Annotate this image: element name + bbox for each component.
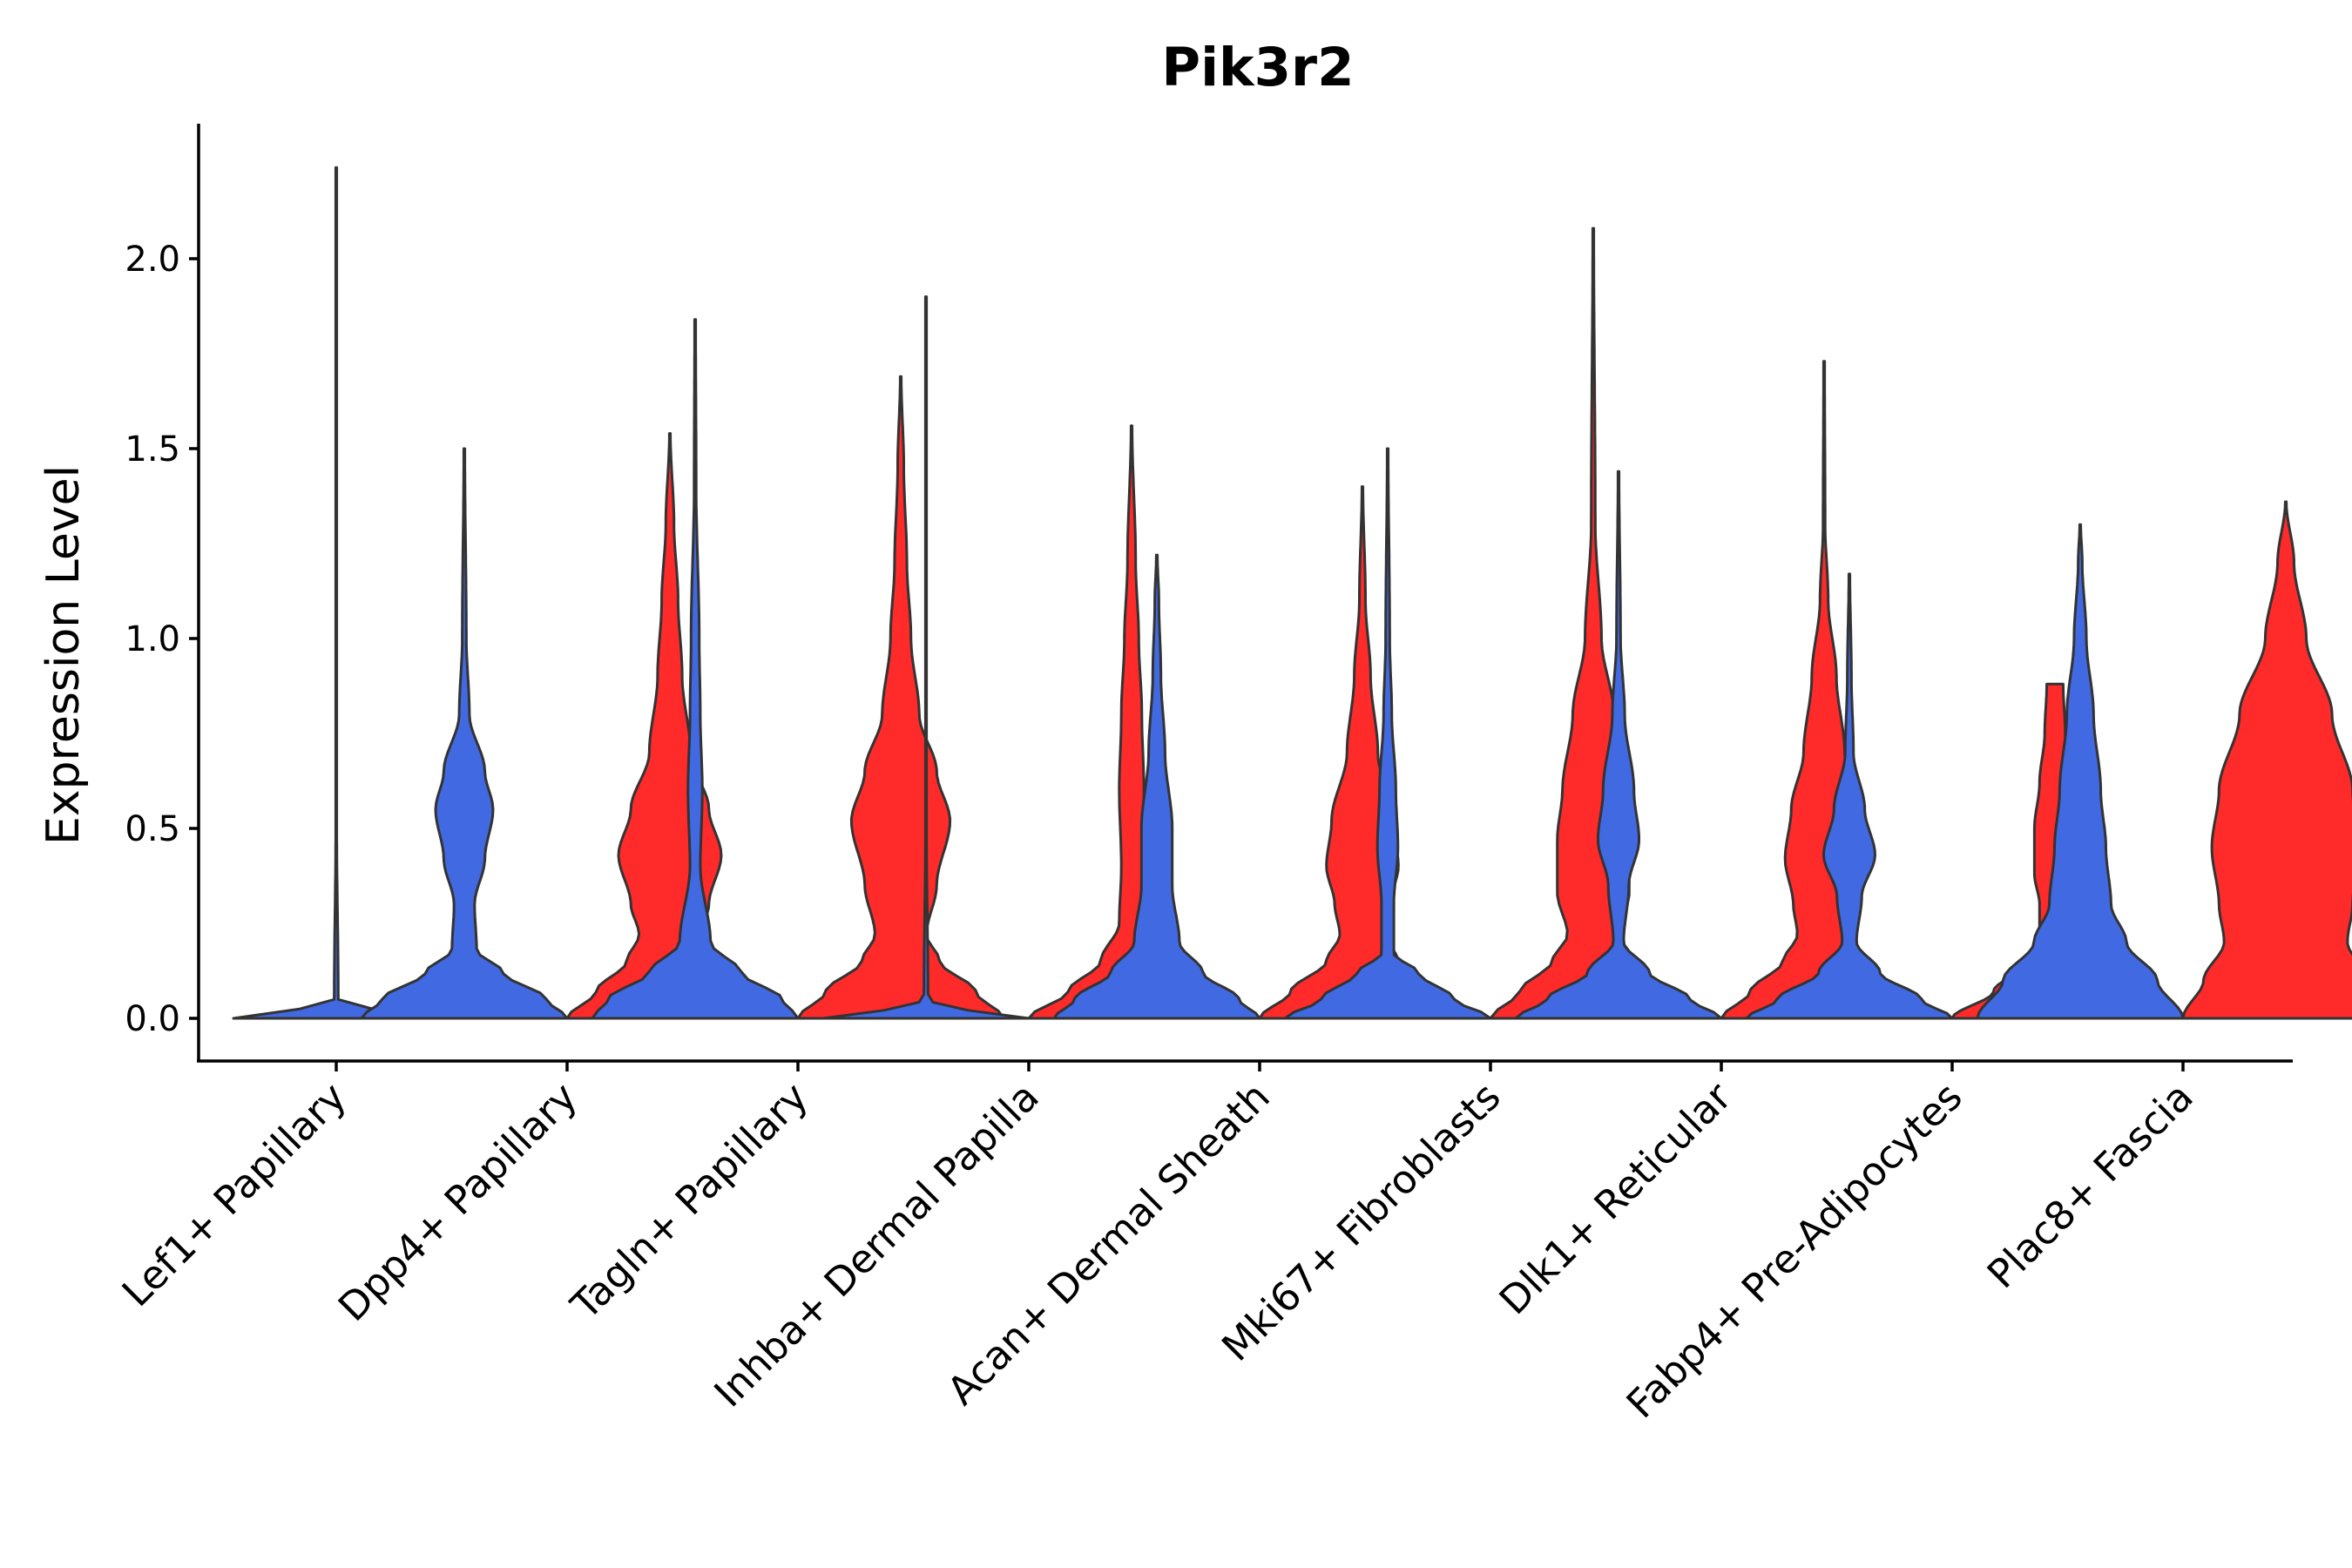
violin-1-dlk1-reticular — [1514, 470, 1723, 1020]
violin-1-tagln-papillary — [591, 318, 800, 1020]
chart-title: Pik3r2 — [1161, 37, 1354, 98]
y-tick-label: 0.0 — [125, 999, 180, 1039]
violin-1-inhba-dermal-papilla — [821, 295, 1031, 1020]
violin-layer — [232, 166, 2352, 1020]
violin-1-acan-dermal-sheath — [1052, 553, 1261, 1020]
violin-2-plac8-fascia — [2181, 500, 2352, 1020]
violin-1-lef1-papillary — [232, 166, 441, 1020]
violin-2-dpp4-papillary — [565, 432, 774, 1020]
y-tick-label: 2.0 — [125, 240, 180, 280]
y-axis-label: Expression Level — [37, 465, 90, 845]
violin-1-fabp4-pre-adipocytes — [1745, 572, 1954, 1020]
y-axis: 0.0 0.5 1.0 1.5 2.0 — [125, 124, 200, 1061]
violin-1-plac8-fascia — [1976, 523, 2185, 1020]
y-tick-label: 0.5 — [125, 809, 180, 849]
y-tick-label: 1.0 — [125, 619, 180, 659]
violin-1-mki67-fibroblasts — [1283, 447, 1492, 1020]
violin-1-dpp4-papillary — [360, 447, 569, 1020]
violin-2-tagln-papillary — [796, 375, 1005, 1020]
y-tick-label: 1.5 — [125, 429, 180, 470]
